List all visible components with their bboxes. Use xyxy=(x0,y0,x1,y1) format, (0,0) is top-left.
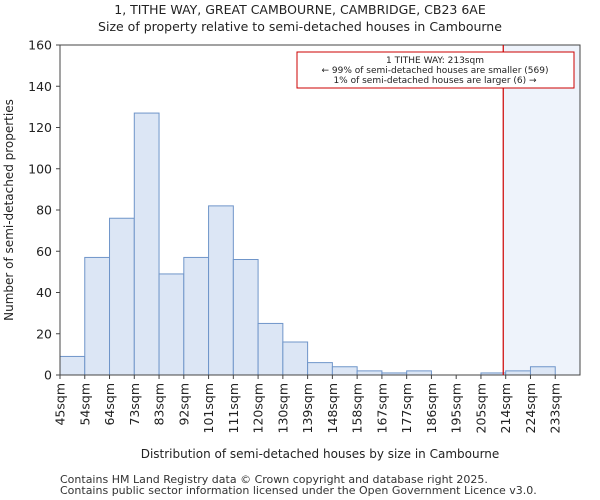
y-tick-label: 120 xyxy=(28,120,52,135)
annotation-line-2: ← 99% of semi-detached houses are smalle… xyxy=(322,66,549,76)
x-tick-label: 64sqm xyxy=(102,383,117,426)
bar-45sqm xyxy=(59,355,86,376)
chart-subtitle: Size of property relative to semi-detach… xyxy=(98,19,502,34)
bar-148sqm xyxy=(331,366,358,376)
bar-130sqm xyxy=(282,341,309,376)
x-tick-label: 54sqm xyxy=(77,383,92,426)
y-tick-label: 100 xyxy=(28,161,52,176)
y-tick-label: 0 xyxy=(44,368,52,383)
bar-73sqm xyxy=(133,112,160,376)
bar-139sqm xyxy=(307,362,333,376)
y-tick-label: 80 xyxy=(36,203,52,218)
x-tick-label: 186sqm xyxy=(424,383,439,433)
x-tick-label: 120sqm xyxy=(251,383,266,433)
y-axis-ticks: 0 20 40 60 80 100 120 140 160 xyxy=(28,38,60,383)
x-tick-label: 158sqm xyxy=(350,383,365,433)
bar-158sqm xyxy=(356,370,383,376)
bar-111sqm xyxy=(232,259,259,376)
x-tick-label: 92sqm xyxy=(176,383,191,426)
chart-title: 1, TITHE WAY, GREAT CAMBOURNE, CAMBRIDGE… xyxy=(114,2,486,17)
x-tick-label: 214sqm xyxy=(498,383,513,433)
y-tick-label: 20 xyxy=(36,326,52,341)
x-tick-label: 111sqm xyxy=(226,383,241,433)
annotation-line-1: 1 TITHE WAY: 213sqm xyxy=(386,56,484,66)
footer-line-1: Contains HM Land Registry data © Crown c… xyxy=(60,473,488,486)
x-tick-label: 139sqm xyxy=(300,383,315,433)
x-tick-label: 195sqm xyxy=(449,383,464,433)
bar-214sqm xyxy=(505,370,531,376)
x-tick-label: 73sqm xyxy=(127,383,142,426)
bar-92sqm xyxy=(183,256,210,376)
x-tick-label: 233sqm xyxy=(548,383,563,433)
bars-group xyxy=(59,112,556,376)
bar-224sqm xyxy=(529,366,556,376)
bar-120sqm xyxy=(257,322,284,376)
bar-101sqm xyxy=(208,205,234,376)
y-axis-label: Number of semi-detached properties xyxy=(2,99,16,321)
x-axis-label: Distribution of semi-detached houses by … xyxy=(141,447,500,461)
x-tick-label: 148sqm xyxy=(325,383,340,433)
annotation-line-3: 1% of semi-detached houses are larger (6… xyxy=(333,76,537,86)
x-tick-label: 177sqm xyxy=(399,383,414,433)
bar-54sqm xyxy=(84,256,111,376)
bar-177sqm xyxy=(406,370,432,376)
bar-83sqm xyxy=(158,273,185,376)
x-tick-label: 167sqm xyxy=(374,383,389,433)
y-tick-label: 140 xyxy=(28,79,52,94)
x-tick-label: 224sqm xyxy=(523,383,538,433)
annotation-box xyxy=(296,51,575,89)
x-tick-label: 83sqm xyxy=(152,383,167,426)
y-tick-label: 40 xyxy=(36,285,52,300)
y-tick-label: 60 xyxy=(36,244,52,259)
x-tick-label: 130sqm xyxy=(275,383,290,433)
y-tick-label: 160 xyxy=(28,38,52,53)
x-tick-label: 45sqm xyxy=(53,383,68,426)
footer-line-2: Contains public sector information licen… xyxy=(60,484,537,497)
x-axis-ticks: 45sqm 54sqm 64sqm 73sqm 83sqm 92sqm 101sqm 111s… xyxy=(53,375,563,433)
x-tick-label: 205sqm xyxy=(473,383,488,433)
bar-64sqm xyxy=(109,217,135,376)
highlight-region xyxy=(503,45,580,375)
x-tick-label: 101sqm xyxy=(201,383,216,433)
